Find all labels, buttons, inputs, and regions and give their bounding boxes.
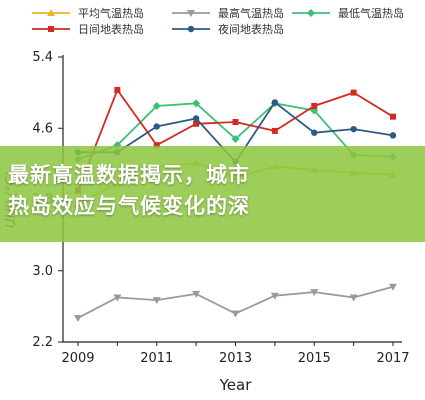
legend-item-min: 最低气温热岛: [290, 5, 404, 21]
legend-marker: [187, 25, 195, 33]
data-point: [192, 290, 201, 298]
data-point: [271, 127, 278, 134]
headline-text: 最新高温数据揭示，城市 热岛效应与气候变化的深: [8, 160, 418, 222]
legend-swatch-max: [170, 7, 212, 19]
data-point: [114, 86, 121, 93]
legend-item-night: 夜间地表热岛: [170, 21, 284, 37]
data-point: [350, 125, 357, 133]
x-axis-title: Year: [219, 376, 253, 394]
data-point: [390, 113, 396, 120]
y-tick-label: 4.6: [32, 121, 53, 136]
legend-swatch-avg: [30, 7, 72, 19]
data-point: [153, 142, 160, 149]
legend-label-night: 夜间地表热岛: [218, 23, 284, 36]
headline-line-1: 最新高温数据揭示，城市: [8, 163, 250, 187]
y-tick-label: 5.4: [32, 50, 53, 65]
legend-item-day: 日间地表热岛: [30, 21, 144, 37]
data-point: [271, 99, 279, 106]
data-point: [113, 294, 122, 302]
legend-label-min: 最低气温热岛: [338, 7, 404, 20]
data-point: [270, 292, 279, 300]
legend-marker: [187, 10, 195, 17]
x-tick-label: 2013: [219, 351, 252, 366]
x-tick-label: 2009: [61, 351, 94, 366]
x-tick-label: 2011: [140, 351, 173, 366]
y-tick-label: 2.2: [32, 335, 53, 350]
legend-swatch-day: [30, 23, 72, 35]
data-point: [231, 134, 240, 143]
data-point: [152, 101, 161, 110]
data-point: [152, 297, 161, 305]
y-tick-label: 3.0: [32, 264, 53, 279]
data-point: [311, 129, 318, 136]
legend-label-day: 日间地表热岛: [78, 23, 144, 36]
data-point: [232, 119, 239, 126]
x-tick-label: 2017: [376, 351, 409, 366]
data-point: [192, 99, 201, 108]
legend-label-max: 最高气温热岛: [218, 7, 284, 20]
legend-marker: [47, 9, 55, 16]
data-point: [311, 102, 318, 109]
data-point: [389, 283, 397, 291]
data-point: [153, 123, 160, 130]
legend-label-avg: 平均气温热岛: [78, 7, 144, 20]
data-point: [389, 132, 397, 139]
data-point: [193, 120, 200, 127]
headline-line-2: 热岛效应与气候变化的深: [8, 194, 250, 218]
series-1: [74, 283, 397, 322]
headline-banner: 最新高温数据揭示，城市 热岛效应与气候变化的深: [0, 146, 425, 242]
legend-swatch-night: [170, 23, 212, 35]
chart-legend: 平均气温热岛 最高气温热岛 最低气温热岛 日间地表热岛 夜间地表热岛: [0, 0, 425, 44]
data-point: [350, 89, 357, 96]
data-point: [74, 314, 82, 322]
data-point: [349, 294, 358, 302]
data-point: [231, 310, 240, 318]
data-point: [310, 289, 319, 297]
legend-marker: [307, 9, 315, 17]
legend-item-max: 最高气温热岛: [170, 5, 284, 21]
legend-swatch-min: [290, 7, 332, 19]
legend-marker: [48, 26, 54, 32]
x-tick-label: 2015: [298, 351, 331, 366]
data-point: [192, 115, 200, 122]
legend-item-avg: 平均气温热岛: [30, 5, 144, 21]
